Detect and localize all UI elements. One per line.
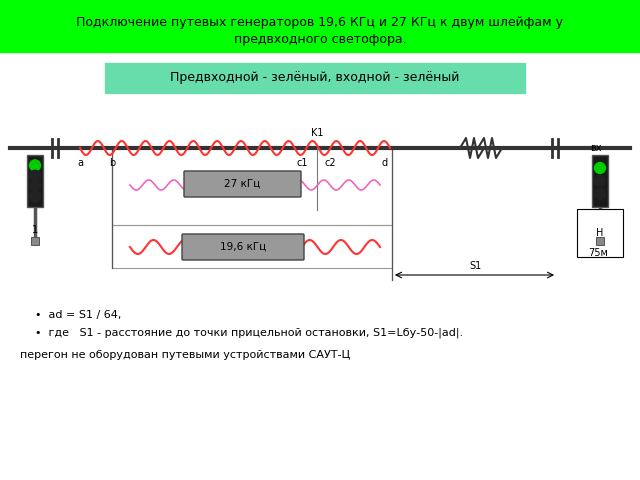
- Text: S1: S1: [469, 261, 481, 271]
- Text: перегон не оборудован путевыми устройствами САУТ-Ц: перегон не оборудован путевыми устройств…: [20, 350, 350, 360]
- Text: •  где   S1 - расстояние до точки прицельной остановки, S1=Lбу-50-|ad|.: • где S1 - расстояние до точки прицельно…: [35, 328, 463, 338]
- Circle shape: [29, 180, 40, 192]
- Text: вх: вх: [590, 143, 602, 153]
- Bar: [112, 225, 392, 268]
- Circle shape: [595, 176, 605, 187]
- Circle shape: [29, 170, 40, 181]
- Text: Подключение путевых генераторов 19,6 КГц и 27 КГц к двум шлейфам у: Подключение путевых генераторов 19,6 КГц…: [77, 16, 563, 29]
- Text: 75м: 75м: [588, 248, 608, 258]
- FancyBboxPatch shape: [182, 234, 304, 260]
- Bar: [596, 237, 604, 245]
- Text: H: H: [596, 228, 604, 238]
- Circle shape: [595, 163, 605, 173]
- Circle shape: [29, 191, 40, 202]
- Bar: [0, 0, 640, 52]
- Text: 1: 1: [32, 225, 38, 235]
- Text: c2: c2: [324, 158, 336, 168]
- FancyBboxPatch shape: [184, 171, 301, 197]
- Bar: [592, 155, 608, 207]
- Text: 27 кГц: 27 кГц: [225, 179, 260, 189]
- Text: 19,6 кГц: 19,6 кГц: [220, 242, 266, 252]
- Text: предвходного светофора.: предвходного светофора.: [234, 33, 406, 46]
- Text: c1: c1: [296, 158, 308, 168]
- Circle shape: [29, 160, 40, 171]
- Bar: [27, 155, 43, 207]
- Text: Предвходной - зелёный, входной - зелёный: Предвходной - зелёный, входной - зелёный: [170, 72, 460, 84]
- Text: a: a: [77, 158, 83, 168]
- Text: d: d: [382, 158, 388, 168]
- Circle shape: [595, 189, 605, 200]
- Text: •  ad = S1 / 64,: • ad = S1 / 64,: [35, 310, 122, 320]
- Bar: [31, 237, 39, 245]
- Text: K1: K1: [311, 128, 323, 138]
- Bar: [112, 148, 392, 225]
- Bar: [105, 63, 525, 93]
- Text: b: b: [109, 158, 115, 168]
